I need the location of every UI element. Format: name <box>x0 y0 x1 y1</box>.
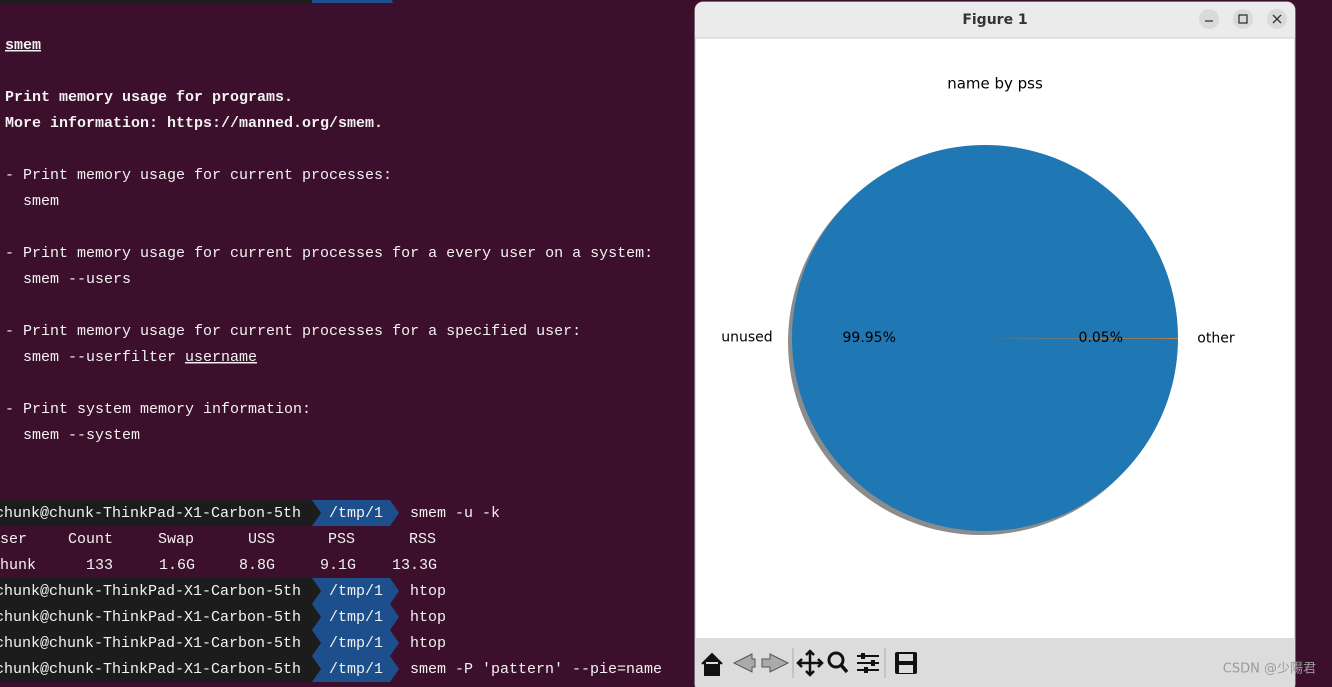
close-icon <box>1272 14 1282 24</box>
table-header: ser <box>0 531 27 548</box>
pan-button[interactable] <box>796 649 824 677</box>
command: smem <box>410 505 446 522</box>
table-cell: hunk <box>0 557 36 574</box>
pie-slice <box>985 338 1178 339</box>
example-cmd: smem --userfilter <box>23 349 176 366</box>
prompt-dir: /tmp/1 <box>329 635 383 652</box>
command-quoted: 'pattern' <box>482 661 563 678</box>
command: htop <box>410 609 446 626</box>
prompt-dir: /tmp/1 <box>329 505 383 522</box>
table-header: PSS <box>328 531 355 548</box>
command: smem <box>410 661 446 678</box>
prompt-dir-bg <box>312 656 399 682</box>
window-title: Figure 1 <box>962 12 1027 28</box>
description: More information: https://manned.org/sme… <box>5 115 383 132</box>
prompt-host: chunk@chunk-ThinkPad-X1-Carbon-5th <box>0 505 301 522</box>
pie-chart: name by pss unused 99.95% other 0.05% <box>721 75 1235 535</box>
prompt-dir-bg <box>312 0 393 3</box>
prompt-host-bg <box>0 656 321 682</box>
maximize-button[interactable] <box>1233 9 1253 29</box>
prompt-host-bg <box>0 630 321 656</box>
prompt-host-bg <box>0 604 321 630</box>
example-cmd: smem <box>23 193 59 210</box>
command-rest: --pie=name <box>572 661 662 678</box>
table-cell: 1.6G <box>159 557 195 574</box>
terminal: smem Print memory usage for programs. Mo… <box>0 37 662 682</box>
example-desc: - Print memory usage for current process… <box>5 245 653 262</box>
prompt-host-bg <box>0 578 321 604</box>
command-args: -P <box>455 661 473 678</box>
prompt-host: chunk@chunk-ThinkPad-X1-Carbon-5th <box>0 583 301 600</box>
prompt-dir-bg <box>312 578 399 604</box>
prompt-host: chunk@chunk-ThinkPad-X1-Carbon-5th <box>0 609 301 626</box>
prompt-dir: /tmp/1 <box>329 583 383 600</box>
table-cell: 133 <box>86 557 113 574</box>
prompt-dir-bg <box>312 604 399 630</box>
table-header: Swap <box>158 531 194 548</box>
slice-label: unused <box>721 330 772 346</box>
prompt-host-bg <box>0 500 321 526</box>
command-args: -u -k <box>455 505 500 522</box>
prompt-dir-bg <box>312 630 399 656</box>
slice-label: other <box>1197 330 1235 346</box>
title-bar <box>695 2 1295 38</box>
example-cmd: smem --system <box>23 427 140 444</box>
description: Print memory usage for programs. <box>5 89 293 106</box>
example-desc: - Print memory usage for current process… <box>5 167 392 184</box>
pct-label: 0.05% <box>1079 330 1123 346</box>
zoom-button[interactable] <box>827 651 849 674</box>
forward-button[interactable] <box>761 653 790 673</box>
command: htop <box>410 635 446 652</box>
table-header: Count <box>68 531 113 548</box>
table-header: USS <box>248 531 275 548</box>
configure-button[interactable] <box>857 653 879 673</box>
prompt-host: chunk@chunk-ThinkPad-X1-Carbon-5th <box>0 635 301 652</box>
back-button[interactable] <box>732 653 756 673</box>
example-cmd: smem --users <box>23 271 131 288</box>
chart-title: name by pss <box>947 75 1043 93</box>
prompt-dir: /tmp/1 <box>329 609 383 626</box>
example-desc: - Print memory usage for current process… <box>5 323 581 340</box>
prompt-dir: /tmp/1 <box>329 661 383 678</box>
watermark: CSDN @少陽君 <box>1223 662 1316 677</box>
prompt-host: chunk@chunk-ThinkPad-X1-Carbon-5th <box>0 661 301 678</box>
table-cell: 9.1G <box>320 557 356 574</box>
table-cell: 13.3G <box>392 557 437 574</box>
example-desc: - Print system memory information: <box>5 401 311 418</box>
maximize-icon <box>1238 14 1248 24</box>
table-header: RSS <box>409 531 436 548</box>
pct-label: 99.95% <box>843 330 896 346</box>
toolbar <box>696 638 1294 687</box>
heading: smem <box>5 37 41 54</box>
pie-slice <box>791 145 1178 532</box>
save-button[interactable] <box>895 652 917 674</box>
prompt-host-bg <box>0 0 312 3</box>
example-arg: username <box>185 349 257 366</box>
command: htop <box>410 583 446 600</box>
minimize-button[interactable] <box>1199 9 1219 29</box>
table-cell: 8.8G <box>239 557 275 574</box>
home-button[interactable] <box>699 649 726 677</box>
prompt-dir-bg <box>312 500 399 526</box>
